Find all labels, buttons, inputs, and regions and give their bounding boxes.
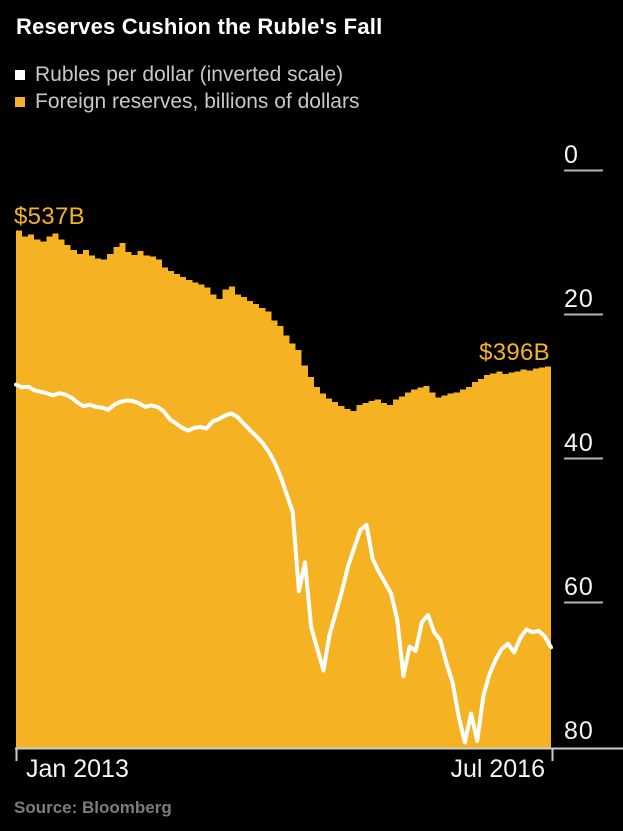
y-axis-label-20: 20: [564, 285, 594, 313]
legend-item-rubles: Rubles per dollar (inverted scale): [15, 61, 359, 88]
legend: Rubles per dollar (inverted scale) Forei…: [15, 61, 359, 115]
y-axis-label-60: 60: [564, 573, 594, 601]
legend-label-reserves: Foreign reserves, billions of dollars: [35, 90, 360, 113]
y-axis-label-40: 40: [564, 429, 594, 457]
y-axis-label-80: 80: [564, 717, 594, 745]
x-axis-label-start: Jan 2013: [26, 755, 129, 783]
y-axis-tick-marks: [564, 169, 603, 604]
chart-title: Reserves Cushion the Ruble's Fall: [16, 14, 383, 39]
legend-swatch-rubles-icon: [15, 69, 25, 80]
annotation-end-reserves: $396B: [479, 339, 550, 366]
annotation-start-reserves: $537B: [14, 203, 85, 230]
ruble-line-series: [14, 382, 553, 745]
y-axis-label-0: 0: [564, 141, 579, 169]
legend-swatch-reserves-icon: [15, 96, 25, 107]
source-credit: Source: Bloomberg: [14, 798, 172, 817]
legend-label-rubles: Rubles per dollar (inverted scale): [35, 63, 344, 86]
x-axis-label-end: Jul 2016: [450, 755, 545, 783]
legend-item-reserves: Foreign reserves, billions of dollars: [15, 88, 359, 115]
